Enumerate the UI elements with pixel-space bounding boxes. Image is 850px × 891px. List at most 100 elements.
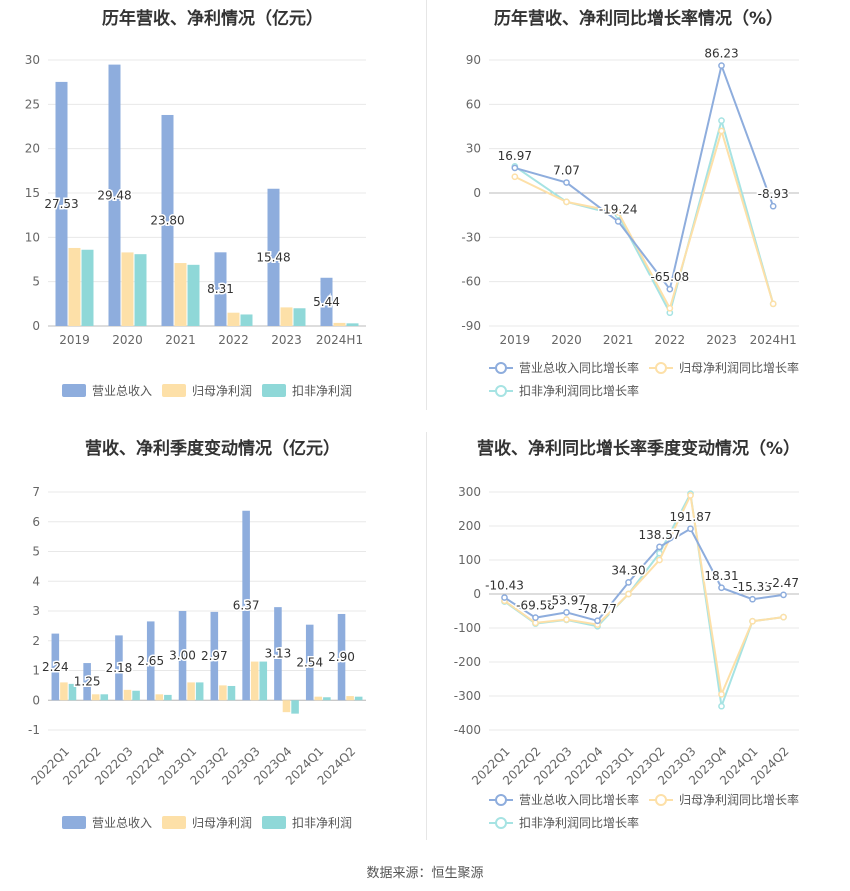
- bar-net-profit: [174, 263, 187, 326]
- x-tick-label: 2020: [112, 333, 143, 347]
- line-point: [656, 556, 663, 564]
- quarterly-growth-chart: 营收、净利同比增长率季度变动情况（%） -400 -300 -200 -100 0 100…: [427, 432, 850, 842]
- y-tick-label: -200: [454, 655, 481, 669]
- legend-swatch: [162, 384, 186, 397]
- bar-revenue: [242, 510, 250, 701]
- bar-revenue: [214, 252, 227, 326]
- data-label: 2.24: [42, 660, 69, 674]
- data-label: -2.47: [768, 576, 799, 590]
- data-label: 3.00: [169, 649, 196, 663]
- legend-swatch: [262, 384, 286, 397]
- line-net-profit-growth: [514, 127, 775, 311]
- data-label: 5.44: [313, 295, 340, 309]
- data-label: 2.65: [137, 654, 164, 668]
- x-tick-label: 2022: [655, 333, 686, 347]
- data-label: 34.30: [611, 563, 645, 577]
- y-tick-label: 1: [32, 664, 40, 678]
- bar-revenue: [305, 624, 314, 701]
- line-point: [780, 591, 787, 599]
- panel-divider-top: [426, 0, 427, 410]
- line-revenue-growth: [514, 62, 775, 292]
- chart-title: 营收、净利同比增长率季度变动情况（%）: [476, 439, 801, 459]
- line-point: [614, 208, 622, 216]
- bar-net-profit: [91, 694, 100, 701]
- x-tick-label: 2019: [500, 333, 531, 347]
- bar-net-profit: [333, 322, 346, 326]
- data-label: 1.25: [74, 675, 101, 689]
- line-point: [769, 300, 777, 308]
- y-tick-label: 0: [473, 186, 481, 200]
- line-point: [511, 173, 519, 181]
- bar-revenue: [178, 611, 187, 701]
- legend-label: 归母净利润: [192, 384, 252, 398]
- y-tick-label: 6: [32, 515, 40, 529]
- annual-amount-plot: 0 5 10 15 20 25 30 2019 2020 2021 2022 2023 2024H1 27…: [25, 53, 366, 398]
- chart-title: 历年营收、净利同比增长率情况（%）: [493, 9, 784, 29]
- line-point: [718, 702, 725, 710]
- y-tick-label: 4: [32, 574, 40, 588]
- y-tick-label: 0: [32, 319, 40, 333]
- y-tick-label: 20: [25, 142, 40, 156]
- data-label: -69.58: [516, 599, 555, 613]
- bar-deducted-profit: [164, 694, 172, 701]
- bar-revenue: [337, 613, 346, 701]
- quarterly-amount-chart: 营收、净利季度变动情况（亿元） -1 0 1 2 3 4 5 6 7 2022Q1 2022Q2 20…: [0, 432, 425, 842]
- line-point: [749, 617, 756, 625]
- line-point: [769, 202, 777, 210]
- line-point: [594, 617, 601, 625]
- legend-marker: [495, 362, 507, 374]
- line-point: [666, 304, 674, 312]
- x-tick-label: 2023: [271, 333, 302, 347]
- legend-label: 营业总收入: [92, 816, 152, 830]
- x-tick-label: 2021: [165, 333, 196, 347]
- legend-marker: [495, 817, 507, 829]
- bar-revenue: [210, 611, 219, 701]
- legend-label: 营业总收入同比增长率: [519, 360, 639, 375]
- line-point: [511, 164, 519, 172]
- data-label: -15.33: [733, 580, 772, 594]
- bar-deducted-profit: [227, 685, 236, 701]
- bar-net-profit: [60, 682, 68, 701]
- legend-label: 扣非净利润同比增长率: [519, 383, 639, 398]
- x-tick-label: 2020: [551, 333, 582, 347]
- data-label: 86.23: [704, 47, 738, 61]
- line-point: [563, 198, 570, 206]
- line-point: [718, 117, 725, 124]
- bar-net-profit: [250, 661, 259, 701]
- bar-deducted-profit: [100, 694, 109, 701]
- bar-net-profit: [68, 247, 81, 326]
- y-tick-label: 30: [466, 142, 481, 156]
- data-label: 6.37: [233, 598, 260, 612]
- bar-deducted-profit: [195, 682, 204, 701]
- legend-label: 归母净利润同比增长率: [679, 792, 799, 807]
- data-source-note: 数据来源：恒生聚源: [366, 866, 484, 881]
- data-label: 138.57: [639, 528, 681, 542]
- bar-net-profit: [227, 312, 240, 326]
- bar-deducted-profit: [323, 697, 331, 701]
- y-tick-label: 2: [32, 634, 40, 648]
- legend-marker: [495, 794, 507, 806]
- line-point: [718, 690, 725, 698]
- line-point: [563, 179, 570, 186]
- line-point: [718, 62, 725, 69]
- x-tick-label: 2024H1: [316, 333, 363, 347]
- bar-net-profit: [219, 685, 227, 701]
- bar-net-profit: [121, 252, 134, 326]
- y-tick-label: 100: [458, 553, 481, 567]
- y-tick-label: -100: [454, 621, 481, 635]
- data-label: -65.08: [650, 270, 689, 284]
- legend-label: 营业总收入: [92, 384, 152, 398]
- line-point: [563, 608, 570, 616]
- bar-deducted-profit: [134, 254, 147, 326]
- bar-deducted-profit: [259, 661, 268, 701]
- y-tick-label: -300: [454, 689, 481, 703]
- data-label: 3.13: [265, 647, 292, 661]
- y-tick-label: 60: [466, 97, 481, 111]
- y-tick-label: 0: [32, 693, 40, 707]
- data-label: 191.87: [670, 510, 712, 524]
- bar-deducted-profit: [132, 690, 140, 701]
- line-net-profit-growth: [503, 492, 784, 698]
- x-tick-label: 2024H1: [750, 333, 797, 347]
- y-tick-label: 25: [25, 97, 40, 111]
- line-point: [614, 218, 622, 225]
